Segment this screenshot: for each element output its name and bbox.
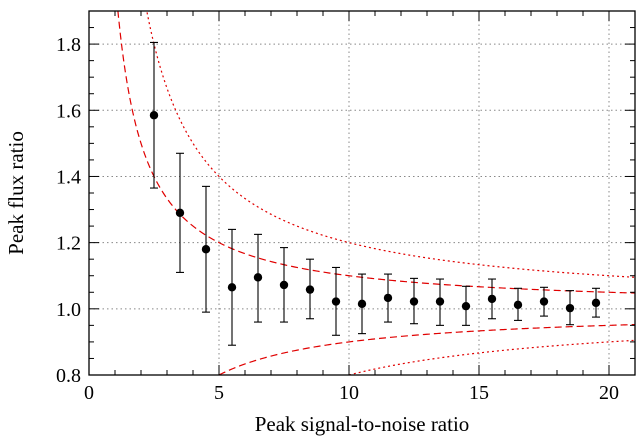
x-tick-label: 15 [469, 382, 489, 404]
y-tick-label: 1.8 [56, 34, 81, 56]
data-point [591, 298, 601, 308]
dashed-envelope-curve [218, 323, 635, 375]
data-point [357, 299, 367, 309]
y-tick-label: 1.2 [56, 233, 81, 255]
data-point [409, 297, 419, 306]
y-tick-label: 1.4 [56, 166, 81, 188]
data-point [279, 280, 289, 290]
data-point [227, 283, 237, 292]
data-point [253, 273, 263, 282]
data-point [487, 294, 497, 304]
axis-ticks [88, 10, 636, 376]
data-point [201, 245, 211, 254]
y-tick-label: 1.6 [56, 100, 81, 122]
error-envelope-curves [117, 11, 635, 375]
dotted-envelope-curve [348, 339, 635, 375]
data-point [513, 300, 523, 310]
data-point [383, 293, 393, 303]
data-point [565, 303, 575, 313]
data-point [305, 285, 315, 294]
data-points [149, 41, 601, 346]
x-tick-label: 20 [599, 382, 619, 404]
tick-labels: 0 5 10 15 20 0.8 1.0 1.2 1.4 1.6 1.8 [56, 34, 619, 404]
data-point [175, 208, 185, 218]
data-point [435, 297, 445, 306]
x-tick-label: 10 [339, 382, 359, 404]
data-point [149, 111, 159, 120]
dotted-envelope-curve [146, 11, 635, 278]
data-point [461, 301, 471, 311]
y-tick-label: 0.8 [56, 365, 81, 387]
data-point [331, 297, 341, 306]
dashed-envelope-curve [117, 11, 635, 294]
x-axis-label: Peak signal-to-noise ratio [255, 412, 470, 436]
y-axis-label: Peak flux ratio [4, 131, 28, 255]
x-tick-label: 5 [214, 382, 224, 404]
x-tick-label: 0 [84, 382, 94, 404]
y-tick-label: 1.0 [56, 299, 81, 321]
data-point [539, 297, 549, 306]
